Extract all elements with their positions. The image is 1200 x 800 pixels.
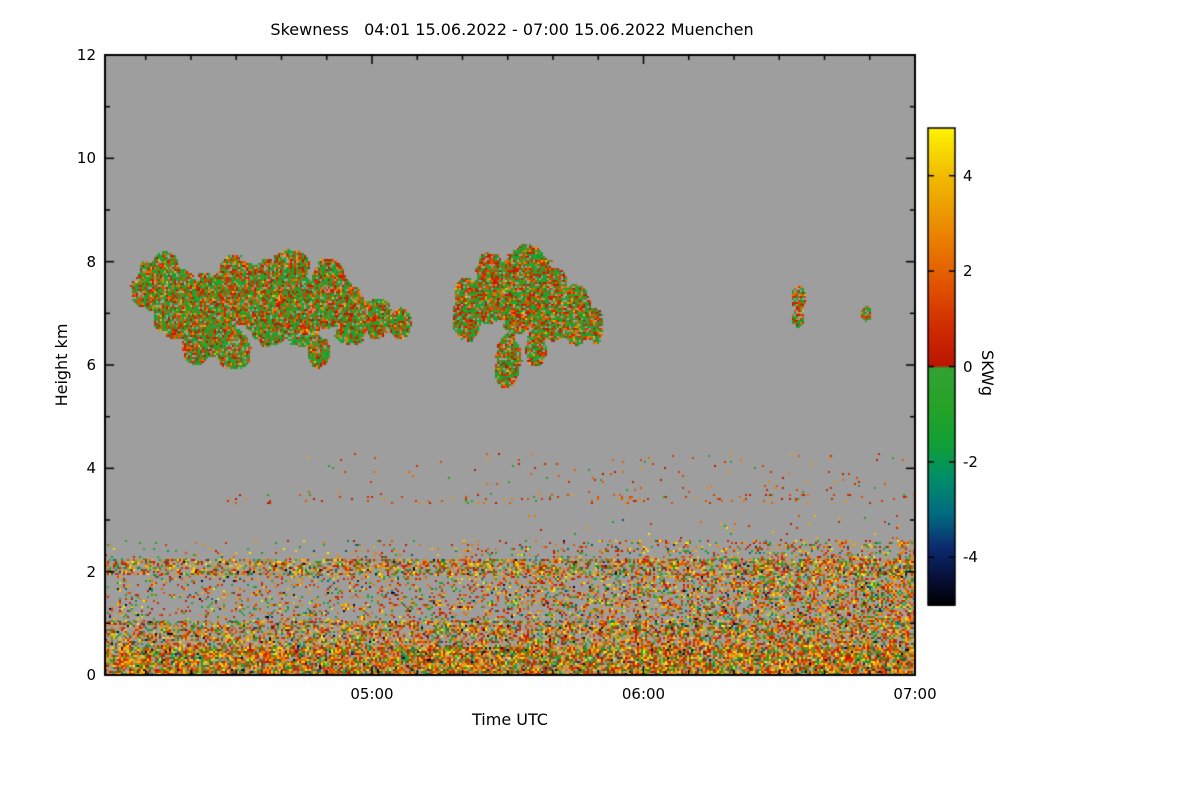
colorbar-tick-label: -2: [963, 452, 978, 471]
y-tick-label: 0: [86, 666, 96, 684]
colorbar-tick-label: 4: [963, 166, 973, 185]
y-tick-label: 6: [86, 356, 96, 374]
chart-title: Skewness 04:01 15.06.2022 - 07:00 15.06.…: [270, 20, 754, 39]
y-tick-label: 10: [76, 149, 96, 168]
x-axis-label: Time UTC: [472, 710, 548, 729]
y-tick-label: 8: [86, 252, 96, 271]
y-tick-label: 2: [86, 562, 96, 581]
y-tick-label: 4: [86, 459, 96, 478]
y-tick-label: 12: [76, 46, 96, 64]
colorbar-tick-label: -4: [963, 548, 978, 567]
x-tick-label: 07:00: [893, 685, 937, 703]
colorbar-tick-label: 0: [963, 357, 973, 376]
colorbar-tick-label: 2: [963, 262, 973, 281]
x-tick-label: 05:00: [350, 685, 394, 703]
colorbar-label: SKWg: [978, 349, 997, 397]
x-tick-label: 06:00: [621, 685, 666, 703]
